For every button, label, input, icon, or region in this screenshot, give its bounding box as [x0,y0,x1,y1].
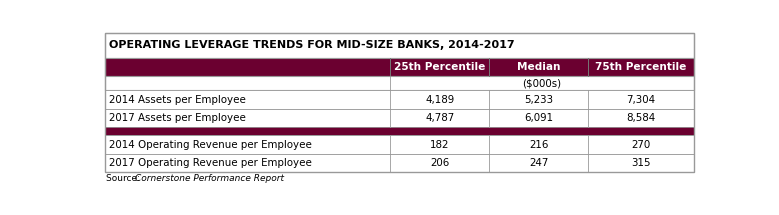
Bar [104,127,694,135]
Text: 75th Percentile: 75th Percentile [595,62,686,72]
Bar [104,91,694,109]
Text: 5,233: 5,233 [524,95,553,105]
Text: 206: 206 [430,158,449,168]
Text: 4,189: 4,189 [425,95,454,105]
Text: 315: 315 [631,158,650,168]
Text: ($000s): ($000s) [523,78,562,88]
Text: Source:: Source: [107,174,143,183]
Text: 25th Percentile: 25th Percentile [394,62,485,72]
Bar [104,33,694,58]
Text: 6,091: 6,091 [524,113,553,123]
Text: 247: 247 [529,158,548,168]
Bar [104,109,694,127]
Text: OPERATING LEVERAGE TRENDS FOR MID-SIZE BANKS, 2014-2017: OPERATING LEVERAGE TRENDS FOR MID-SIZE B… [109,40,515,50]
Text: Cornerstone Performance Report: Cornerstone Performance Report [136,174,284,183]
Text: 7,304: 7,304 [626,95,655,105]
Text: 2014 Assets per Employee: 2014 Assets per Employee [109,95,246,105]
Bar [104,154,694,172]
Bar [104,135,694,154]
Bar [104,58,694,76]
Text: 8,584: 8,584 [626,113,655,123]
Text: 270: 270 [631,140,650,150]
Bar [104,76,694,91]
Text: 2014 Operating Revenue per Employee: 2014 Operating Revenue per Employee [109,140,312,150]
Bar [104,33,694,172]
Text: 182: 182 [430,140,449,150]
Text: 4,787: 4,787 [425,113,454,123]
Text: 216: 216 [529,140,548,150]
Text: 2017 Operating Revenue per Employee: 2017 Operating Revenue per Employee [109,158,312,168]
Text: 2017 Assets per Employee: 2017 Assets per Employee [109,113,246,123]
Text: Median: Median [517,62,561,72]
